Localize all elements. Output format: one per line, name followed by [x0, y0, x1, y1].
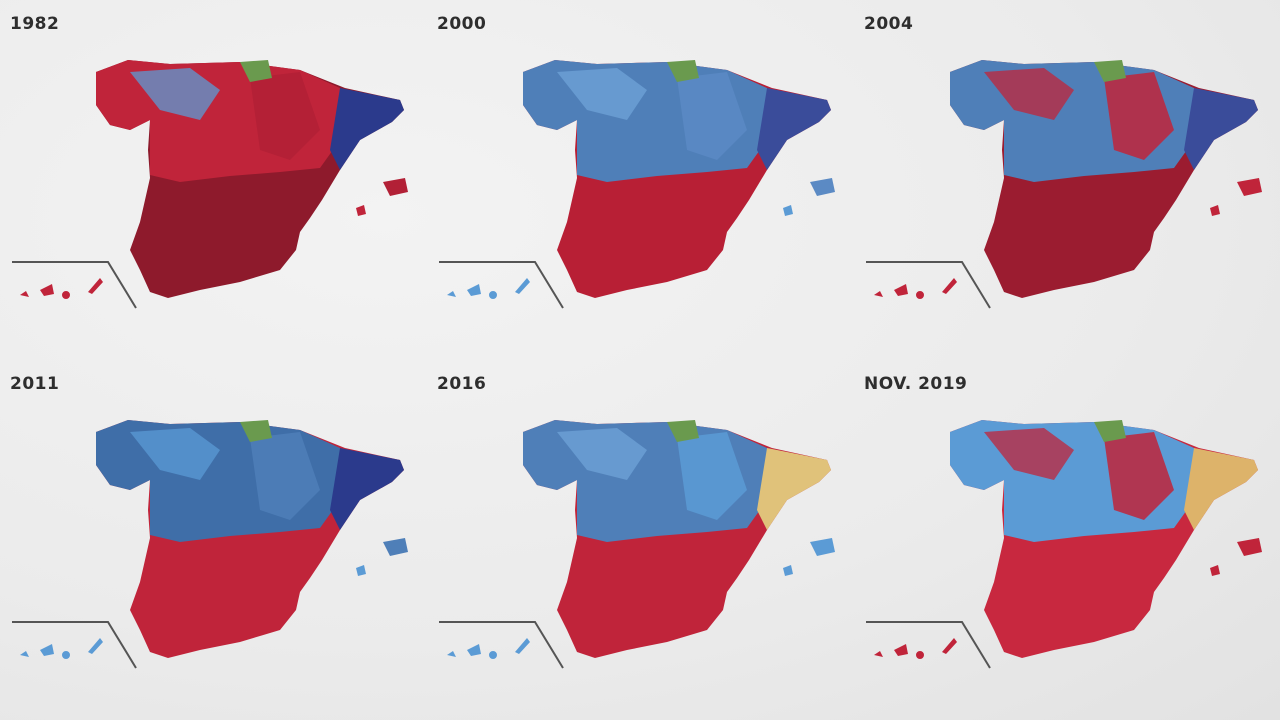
map-panel: 2016	[427, 360, 854, 720]
spain-map	[439, 420, 835, 669]
map-panel: NOV. 2019	[854, 360, 1280, 720]
map-panel: 2000	[427, 0, 854, 360]
year-label: 2016	[437, 374, 487, 394]
spain-map	[12, 420, 408, 669]
map-panel: 2004	[854, 0, 1280, 360]
year-label: NOV. 2019	[864, 374, 968, 394]
map-panel: 2011	[0, 360, 427, 720]
year-label: 2004	[864, 14, 914, 34]
map-panel: 1982	[0, 0, 427, 360]
spain-map	[439, 60, 835, 309]
year-label: 2000	[437, 14, 487, 34]
year-label: 1982	[10, 14, 60, 34]
spain-map	[866, 60, 1262, 309]
spain-map	[12, 60, 408, 309]
spain-map	[866, 420, 1262, 669]
year-label: 2011	[10, 374, 60, 394]
